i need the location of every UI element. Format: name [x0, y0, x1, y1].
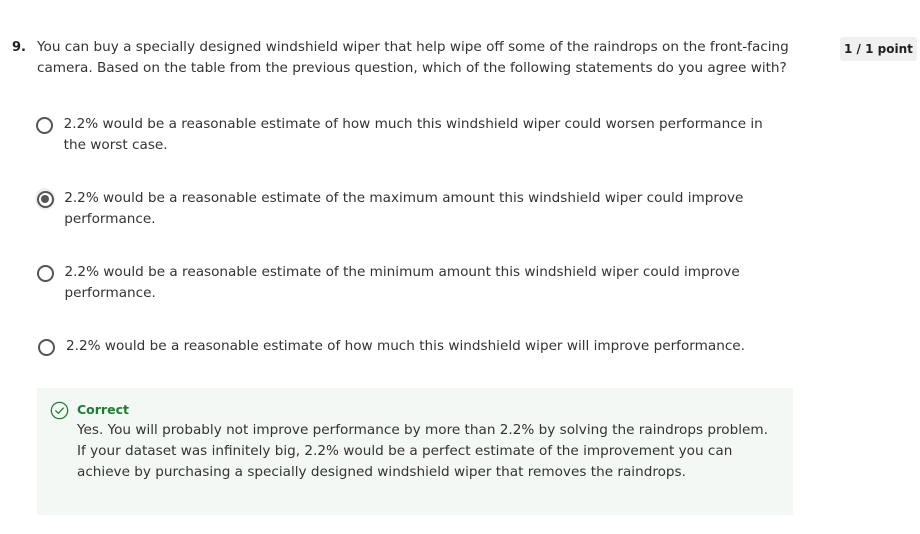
option-label: 2.2% would be a reasonable estimate of t… — [64, 264, 740, 301]
radio-button[interactable] — [36, 117, 54, 134]
option-1[interactable]: 2.2% would be a reasonable estimate of h… — [36, 114, 776, 156]
option-1-radio-wrap[interactable] — [36, 114, 54, 138]
feedback-text: Yes. You will probably not improve perfo… — [77, 422, 768, 480]
question-number: 9. — [12, 40, 26, 55]
question-text: You can buy a specially designed windshi… — [37, 39, 789, 76]
feedback-status: Correct — [77, 402, 129, 417]
option-3-radio-wrap[interactable] — [36, 262, 54, 286]
option-label: 2.2% would be a reasonable estimate of t… — [64, 190, 744, 227]
option-4-radio-wrap[interactable] — [36, 336, 56, 360]
check-circle-icon — [50, 401, 69, 420]
radio-button[interactable] — [37, 339, 55, 356]
option-2[interactable]: 2.2% would be a reasonable estimate of t… — [35, 188, 776, 230]
option-2-radio-wrap[interactable] — [35, 188, 56, 210]
option-label: 2.2% would be a reasonable estimate of h… — [66, 338, 745, 354]
radio-button-selected[interactable] — [36, 190, 54, 208]
option-4[interactable]: 2.2% would be a reasonable estimate of h… — [36, 336, 776, 360]
option-label: 2.2% would be a reasonable estimate of h… — [63, 116, 763, 153]
option-3[interactable]: 2.2% would be a reasonable estimate of t… — [36, 262, 776, 304]
points-badge: 1 / 1 point — [840, 37, 917, 61]
feedback-panel: Correct Yes. You will probably not impro… — [37, 388, 793, 515]
radio-button[interactable] — [36, 265, 54, 282]
